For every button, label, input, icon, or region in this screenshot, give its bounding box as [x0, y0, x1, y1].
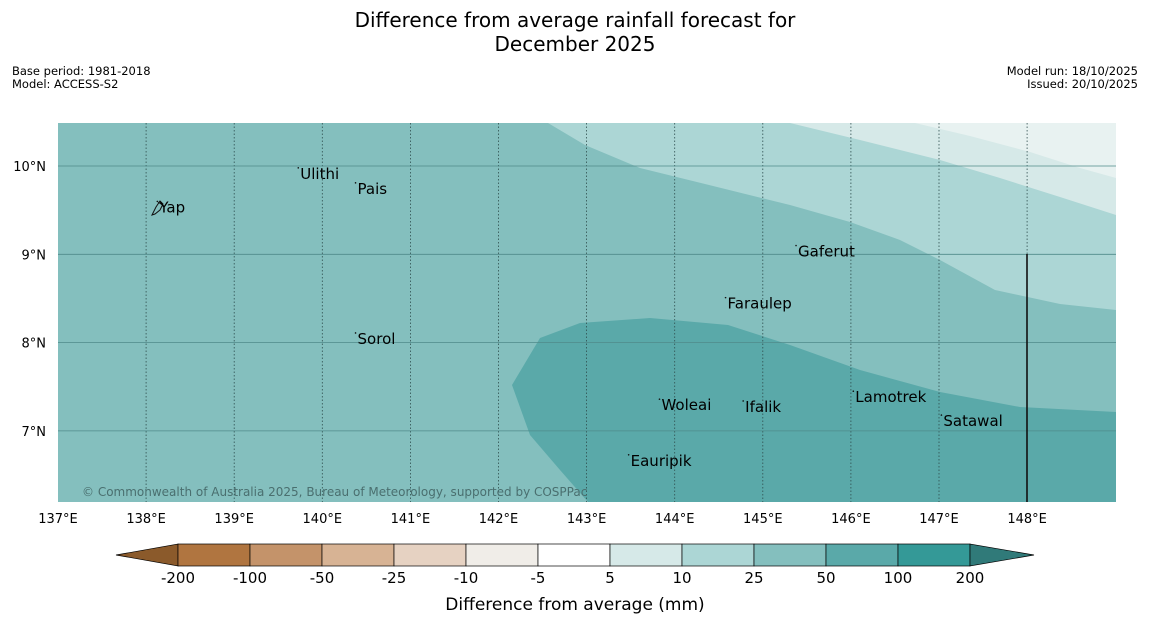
lon-tick-label: 142°E [479, 512, 519, 527]
meta-info-right: Model run: 18/10/2025 Issued: 20/10/2025 [1007, 65, 1138, 91]
colorbar-tick-label: 5 [605, 569, 615, 587]
map-gridlines [58, 123, 1116, 502]
copyright-notice: © Commonwealth of Australia 2025, Bureau… [82, 485, 587, 499]
colorbar-segment [753, 543, 827, 567]
colorbar-tick-label: -200 [161, 569, 195, 587]
colorbar-segment [249, 543, 323, 567]
rainfall-region-50-100 [512, 318, 1116, 502]
meta-info-left: Base period: 1981-2018 Model: ACCESS-S2 [12, 65, 151, 91]
model-run: Model run: 18/10/2025 [1006, 64, 1138, 78]
colorbar-tick-label: -5 [531, 569, 546, 587]
island-marker [627, 454, 630, 456]
axis-tick-labels: 137°E 138°E 139°E 140°E 141°E 142°E 143°E 144°E… [13, 160, 1047, 527]
colorbar-tick-label: 100 [884, 569, 913, 587]
colorbar-tick-label: 25 [744, 569, 763, 587]
place-label: Ifalik [745, 398, 781, 416]
place-label: Lamotrek [855, 388, 926, 406]
colorbar-segment [897, 543, 971, 567]
colorbar-extend-low [115, 543, 179, 567]
lat-tick-label: 8°N [22, 337, 47, 352]
place-label: Ulithi [300, 165, 339, 183]
lon-tick-label: 146°E [831, 512, 871, 527]
colorbar-extend-high [969, 543, 1035, 567]
island-marker [852, 390, 855, 393]
colorbar-tick-label: 200 [956, 569, 985, 587]
lat-tick-label: 7°N [22, 425, 47, 440]
colorbar-segment [537, 543, 611, 567]
colorbar-tick-label: -25 [382, 569, 407, 587]
island-marker [354, 182, 357, 184]
colorbar-tick-label: -10 [454, 569, 479, 587]
island-marker [156, 200, 159, 203]
place-label: Yap [158, 198, 185, 216]
rainfall-region-near-average [915, 123, 1116, 178]
colorbar-tick-label: 10 [672, 569, 691, 587]
lon-tick-label: 141°E [391, 512, 431, 527]
island-marker [742, 400, 744, 402]
colorbar-segment [609, 543, 683, 567]
place-label: Faraulep [728, 295, 792, 313]
issued-date: Issued: 20/10/2025 [1027, 77, 1138, 91]
lon-tick-label: 147°E [919, 512, 959, 527]
island-marker [795, 244, 797, 247]
island-marker [940, 414, 943, 416]
lon-tick-label: 148°E [1007, 512, 1047, 527]
island-marker [658, 398, 661, 400]
colorbar-tick-label: 50 [816, 569, 835, 587]
colorbar: -200 -100 -50 -25 -10 -5 5 10 25 50 100 200 [115, 543, 1035, 587]
colorbar-segment [681, 543, 755, 567]
colorbar-segment [177, 543, 251, 567]
lon-tick-label: 137°E [38, 512, 78, 527]
lon-tick-label: 144°E [655, 512, 695, 527]
lon-tick-label: 139°E [214, 512, 254, 527]
colorbar-segment [393, 543, 467, 567]
base-period: Base period: 1981-2018 [12, 64, 151, 78]
title-line-2: December 2025 [494, 32, 656, 56]
island-marker [297, 167, 300, 169]
place-label: Eauripik [631, 452, 692, 470]
place-label: Pais [358, 180, 388, 198]
place-label: Sorol [358, 330, 396, 348]
colorbar-segment [825, 543, 899, 567]
colorbar-label: Difference from average (mm) [445, 595, 704, 615]
colorbar-tick-label: -100 [233, 569, 267, 587]
place-labels: Ulithi Pais Yap Gaferut Faraulep Sorol Woleai I… [156, 165, 1003, 470]
island-marker [354, 332, 357, 334]
place-label: Woleai [661, 396, 711, 414]
colorbar-segment [465, 543, 539, 567]
island-marker [724, 296, 727, 299]
lon-tick-label: 138°E [126, 512, 166, 527]
lat-tick-label: 9°N [22, 248, 47, 263]
place-label: Satawal [943, 412, 1002, 430]
colorbar-segment [321, 543, 395, 567]
lon-tick-label: 143°E [567, 512, 607, 527]
model-name: Model: ACCESS-S2 [12, 77, 119, 91]
place-label: Gaferut [798, 243, 855, 261]
lat-tick-label: 10°N [13, 160, 46, 175]
map-title: Difference from average rainfall forecas… [0, 8, 1150, 56]
yap-island-outline [151, 200, 165, 216]
lon-tick-label: 145°E [743, 512, 783, 527]
colorbar-tick-label: -50 [310, 569, 335, 587]
map-area: Ulithi Pais Yap Gaferut Faraulep Sorol Woleai I… [58, 123, 1116, 502]
lon-tick-label: 140°E [303, 512, 343, 527]
title-line-1: Difference from average rainfall forecas… [354, 8, 796, 32]
